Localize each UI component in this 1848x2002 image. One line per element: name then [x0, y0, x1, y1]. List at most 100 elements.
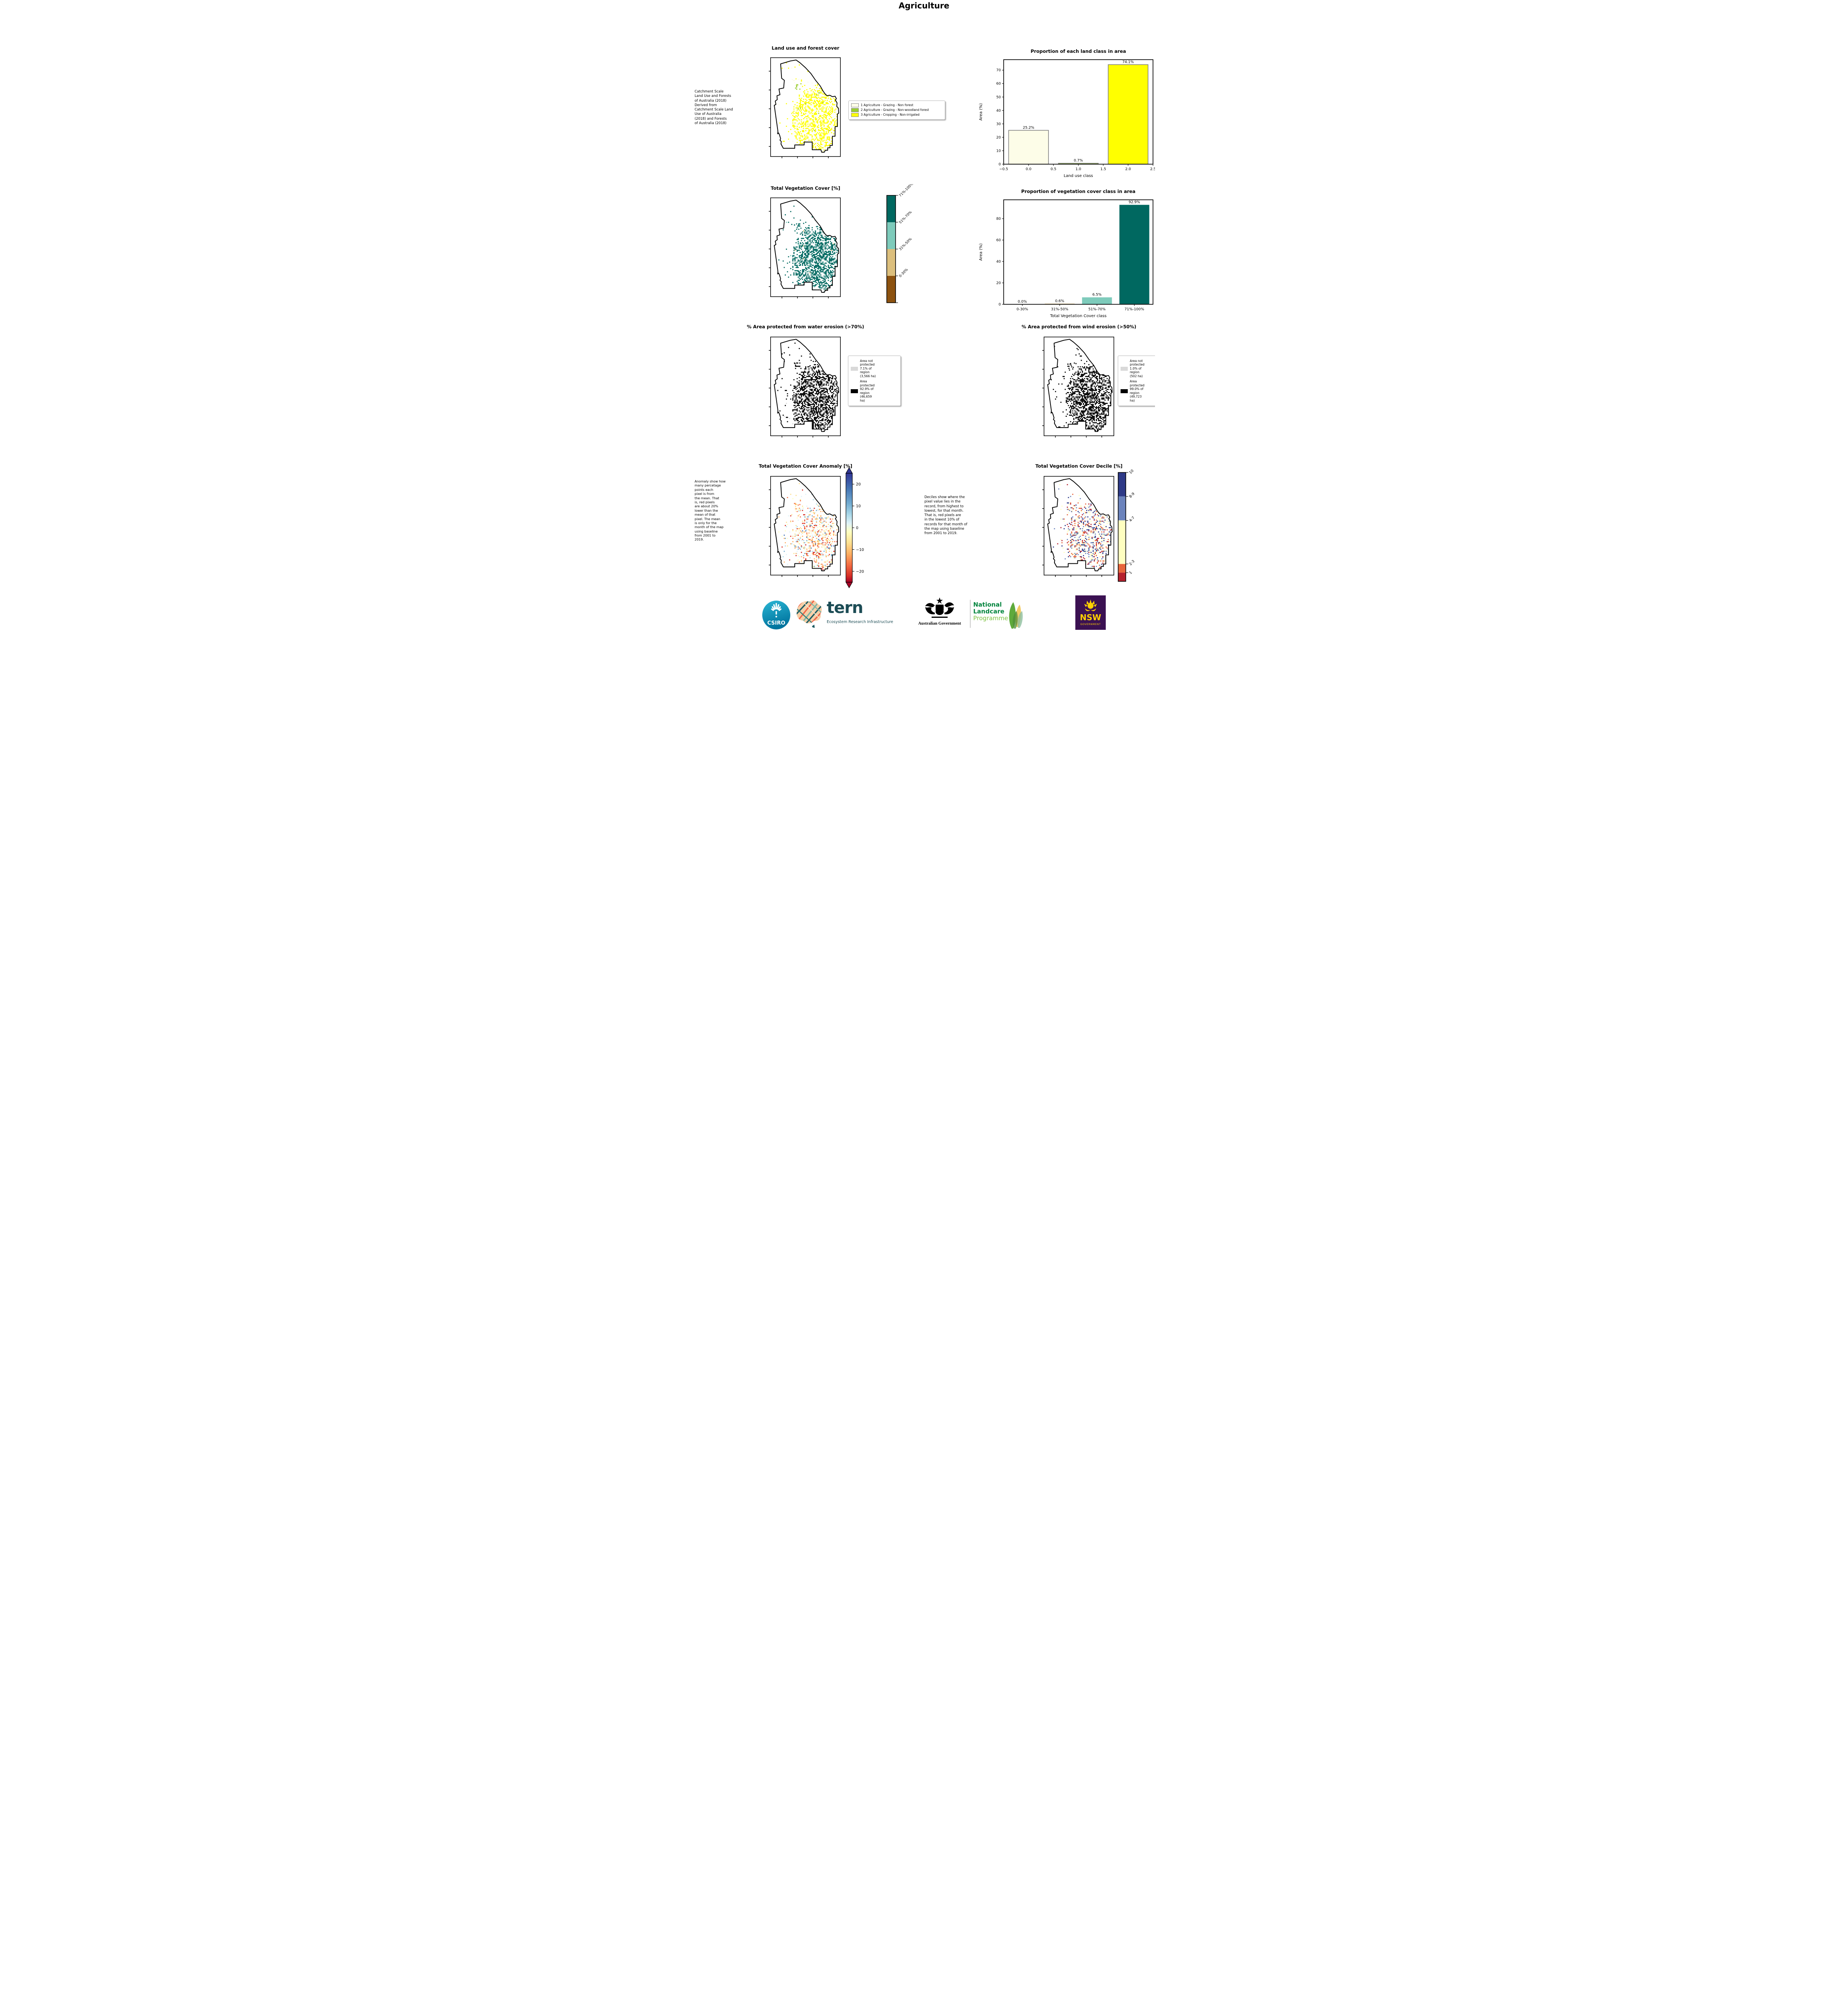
- legend-label: 2 Agriculture - Grazing - Non-woodland f…: [861, 108, 929, 112]
- y-tick-label: 40: [996, 260, 1001, 264]
- x-tick-label: 2.0: [1125, 167, 1131, 171]
- x-tick-label: 2.5: [1150, 167, 1155, 171]
- x-tick-label: 1.0: [1075, 167, 1081, 171]
- legend-swatch: [851, 389, 858, 393]
- colorbar-tick-label: −20: [856, 569, 864, 574]
- legend-item: Area protected 92.9% of region (46,659 h…: [851, 380, 898, 402]
- bar: [1108, 64, 1149, 165]
- nsw-government-label: GOVERNMENT: [1080, 623, 1101, 626]
- bar: [1008, 130, 1049, 165]
- bar-value-label: 92.9%: [1129, 201, 1140, 205]
- page-title: Agriculture: [898, 1, 950, 10]
- anomaly-map-title: Total Vegetation Cover Anomaly [%]: [759, 463, 852, 469]
- map-ticks: [769, 489, 829, 577]
- legend-label: 1 Agriculture - Grazing - Non forest: [861, 103, 914, 107]
- legend-item: 2 Agriculture - Grazing - Non-woodland f…: [851, 108, 942, 112]
- y-tick-label: 50: [996, 95, 1001, 99]
- landcare-leaf-icon: [1009, 602, 1023, 629]
- land-use-map-title: Land use and forest cover: [771, 45, 840, 51]
- x-tick-label: 51%-70%: [1088, 308, 1106, 312]
- tasmania-icon: [812, 625, 815, 628]
- x-tick-label: 0.0: [1026, 167, 1032, 171]
- y-axis-label: Area (%): [979, 103, 983, 121]
- legend-item: Area protected 99.0% of region (49,723 h…: [1121, 380, 1154, 402]
- map-ticks: [769, 350, 829, 438]
- x-axis-label: Land use class: [1064, 174, 1093, 178]
- landcare-line-1: National: [973, 601, 1002, 608]
- bar-value-label: 0.6%: [1055, 299, 1064, 303]
- y-tick-label: 80: [996, 217, 1001, 221]
- land-class-bar-chart: Proportion of each land class in area 25.…: [979, 48, 1155, 178]
- y-tick-label: 70: [996, 68, 1001, 72]
- legend-swatch: [851, 113, 859, 117]
- chart-title: Proportion of vegetation cover class in …: [1021, 189, 1135, 194]
- legend-label: Area protected 99.0% of region (49,723 h…: [1130, 380, 1145, 402]
- x-tick-label: 0.5: [1051, 167, 1056, 171]
- catchment-boundary: [773, 339, 840, 432]
- colorbar-label: 8-9: [1129, 492, 1136, 499]
- tern-wordmark: tern: [827, 599, 863, 617]
- water-erosion-legend: Area not protected 7.1% of region (3,566…: [848, 356, 901, 406]
- tern-subtitle: Ecosystem Research Infrastructure: [827, 620, 894, 624]
- colorbar-label: 0-30%: [898, 268, 909, 278]
- legend-swatch: [1121, 389, 1128, 393]
- veg-cover-bar-chart: Proportion of vegetation cover class in …: [979, 189, 1153, 318]
- y-tick-label: 60: [996, 239, 1001, 243]
- y-tick-label: 30: [996, 122, 1001, 126]
- veg-cover-colorbar: 71%-100% 51%-70% 31%-50% 0-30%: [886, 184, 914, 303]
- bar-value-label: 74.1%: [1123, 60, 1134, 64]
- catchment-boundary: [1047, 339, 1113, 432]
- y-tick-label: 20: [996, 136, 1001, 140]
- anomaly-colorbar: 20 10 0 −10 −20: [845, 467, 864, 589]
- colorbar-tick-label: 0: [856, 526, 858, 531]
- y-tick-label: 40: [996, 109, 1001, 113]
- y-tick-label: 10: [996, 149, 1001, 153]
- legend-label: 3 Agriculture - Cropping - Non-irrigated: [861, 113, 920, 117]
- map-ticks: [769, 70, 829, 159]
- x-tick-label: 0-30%: [1016, 308, 1028, 312]
- waratah-icon: NSW GOVERNMENT: [1080, 599, 1101, 626]
- nsw-government-logo: NSW GOVERNMENT: [1075, 595, 1106, 630]
- legend-item: 3 Agriculture - Cropping - Non-irrigated: [851, 113, 942, 117]
- catchment-boundary: [773, 59, 840, 153]
- colorbar-label: 51%-70%: [898, 210, 913, 225]
- wind-erosion-map-title: % Area protected from wind erosion (>50%…: [1021, 324, 1137, 330]
- bar: [1119, 205, 1149, 304]
- chart-title: Proportion of each land class in area: [1030, 48, 1126, 54]
- legend-label: Area not protected 7.1% of region (3,566…: [860, 359, 876, 378]
- tern-australia-icon: [796, 600, 822, 628]
- legend-swatch: [851, 103, 859, 107]
- water-erosion-map-title: % Area protected from water erosion (>70…: [747, 324, 864, 330]
- catchment-boundary: [773, 199, 840, 293]
- decile-note: Deciles show where the pixel value lies …: [924, 495, 968, 536]
- map-ticks: [769, 211, 829, 299]
- australian-government-crest-icon: [925, 597, 954, 618]
- y-tick-label: 0: [998, 303, 1001, 307]
- legend-swatch: [1121, 366, 1128, 371]
- nsw-wordmark: NSW: [1080, 613, 1101, 622]
- csiro-hand-icon: CSIRO: [767, 603, 785, 626]
- landcare-line-3: Programme: [973, 614, 1008, 622]
- csiro-ellipse: [762, 601, 790, 629]
- x-tick-label: 71%-100%: [1125, 308, 1144, 312]
- colorbar-tick-label: −10: [856, 548, 864, 552]
- colorbar-label: 31%-50%: [898, 237, 913, 251]
- decile-colorbar: 10 8-9 4-7 2-3 1: [1118, 469, 1136, 582]
- bar-value-label: 25.2%: [1023, 126, 1034, 130]
- anomaly-map: [769, 476, 841, 577]
- x-tick-label: 1.5: [1101, 167, 1106, 171]
- x-tick-label: −0.5: [999, 167, 1008, 171]
- colorbar-tick-label: 10: [856, 504, 861, 509]
- colorbar-label: 71%-100%: [898, 184, 914, 198]
- decile-map: [1042, 476, 1115, 577]
- australian-government-label: Australian Government: [918, 621, 961, 626]
- wind-erosion-legend: Area not protected 1.0% of region (502 h…: [1118, 356, 1155, 406]
- national-landcare-programme-label: National Landcare Programme: [973, 601, 1008, 622]
- plot-frame: [1003, 199, 1153, 305]
- colorbar-label: 10: [1129, 469, 1135, 475]
- colorbar-label: 1: [1129, 571, 1133, 575]
- map-ticks: [1042, 489, 1102, 577]
- y-tick-label: 0: [998, 163, 1001, 167]
- legend-swatch: [851, 108, 859, 112]
- colorbar-tick-label: 20: [856, 482, 861, 487]
